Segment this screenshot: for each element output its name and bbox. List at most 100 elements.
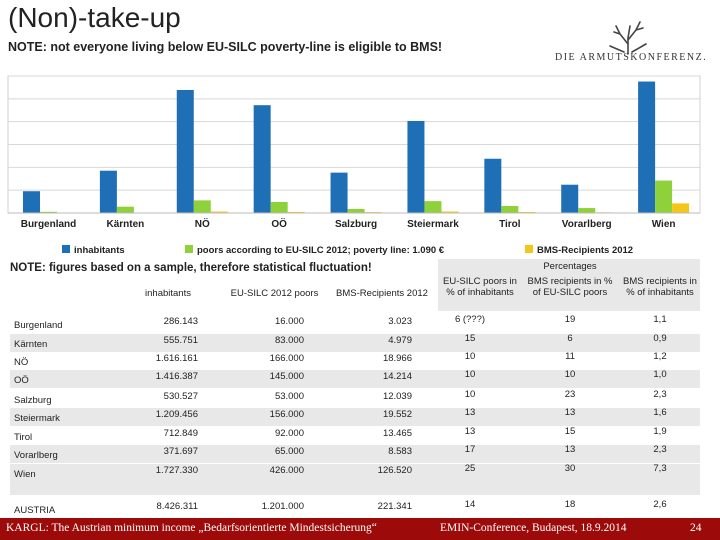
cell-bms-recipients: 8.583 bbox=[388, 446, 412, 457]
bar-bms-recipients-tirol bbox=[518, 211, 536, 213]
bar-poors-kärnten bbox=[116, 206, 134, 213]
cell-bms-recipients: 19.552 bbox=[382, 409, 412, 420]
legend-swatch bbox=[525, 245, 533, 253]
logo-text: DIE ARMUTSKONFERENZ. bbox=[555, 52, 708, 63]
column-header: BMS recipients in % of EU-SILC poors bbox=[527, 276, 613, 298]
cell-pct-poors: 13 bbox=[464, 426, 476, 437]
logo-tree-icon bbox=[609, 21, 647, 55]
column-header: BMS recipients in % of inhabitants bbox=[623, 276, 697, 298]
row-label: Vorarlberg bbox=[14, 450, 58, 461]
cell-pct-poors: 15 bbox=[464, 333, 476, 344]
cell-pct-bms-of-poors: 23 bbox=[564, 389, 576, 400]
bar-poors-burgenland bbox=[40, 211, 57, 213]
category-label: NÖ bbox=[195, 217, 210, 230]
cell-pct-bms-of-inhabitants: 1,0 bbox=[653, 369, 667, 380]
cell-inhabitants: 530.527 bbox=[163, 391, 198, 402]
cell-inhabitants: 1.209.456 bbox=[155, 409, 198, 420]
category-label: Tirol bbox=[499, 219, 521, 230]
bar-inhabitants-kärnten bbox=[99, 170, 117, 213]
cell-eusilc-poors: 426.000 bbox=[269, 465, 304, 476]
category-label: Kärnten bbox=[106, 219, 144, 230]
slide-title: (Non)-take-up bbox=[8, 2, 181, 33]
cell-inhabitants: 1.616.161 bbox=[155, 353, 198, 364]
eligibility-note: NOTE: not everyone living below EU-SILC … bbox=[8, 40, 443, 54]
column-header: inhabitants bbox=[145, 288, 191, 299]
cell-pct-bms-of-inhabitants: 7,3 bbox=[653, 463, 667, 474]
cell-pct-bms-of-inhabitants: 1,6 bbox=[653, 407, 667, 418]
cell-pct-bms-of-inhabitants: 1,9 bbox=[653, 426, 667, 437]
category-label: Salzburg bbox=[335, 219, 377, 230]
cell-pct-bms-of-poors: 30 bbox=[564, 463, 576, 474]
cell-eusilc-poors: 53.000 bbox=[274, 391, 304, 402]
cell-pct-poors: 13 bbox=[464, 407, 476, 418]
row-shading bbox=[10, 408, 700, 426]
cell-pct-bms-of-poors: 18 bbox=[564, 499, 576, 510]
bar-bms-recipients-wien bbox=[672, 203, 690, 213]
cell-pct-bms-of-poors: 13 bbox=[564, 407, 576, 418]
bar-inhabitants-oö bbox=[253, 105, 271, 213]
row-label: Steiermark bbox=[14, 413, 60, 424]
row-label: NÖ bbox=[14, 357, 29, 368]
cell-pct-poors: 14 bbox=[464, 499, 476, 510]
bar-inhabitants-wien bbox=[638, 81, 656, 213]
bar-poors-tirol bbox=[501, 205, 519, 213]
cell-pct-bms-of-inhabitants: 1,1 bbox=[653, 314, 667, 325]
cell-inhabitants: 371.697 bbox=[163, 446, 198, 457]
row-shading bbox=[10, 464, 700, 482]
bar-chart: Burgenland Kärnten NÖ OÖ Salzburg Steiermark T… bbox=[7, 75, 701, 256]
category-label: OÖ bbox=[271, 217, 287, 230]
cell-bms-recipients: 13.465 bbox=[382, 428, 412, 439]
cell-pct-poors: 10 bbox=[464, 369, 476, 380]
column-header: EU-SILC poors in % of inhabitants bbox=[443, 276, 517, 298]
cell-pct-poors: 17 bbox=[464, 444, 476, 455]
cell-eusilc-poors: 65.000 bbox=[274, 446, 304, 457]
percentages-label: Percentages bbox=[543, 261, 597, 272]
row-label: Tirol bbox=[14, 432, 33, 443]
bar-poors-wien bbox=[655, 180, 673, 213]
cell-inhabitants: 1.727.330 bbox=[155, 465, 198, 476]
cell-bms-recipients: 126.520 bbox=[377, 465, 412, 476]
cell-eusilc-poors: 145.000 bbox=[269, 371, 304, 382]
cell-pct-bms-of-inhabitants: 2,3 bbox=[653, 389, 667, 400]
cell-pct-poors: 10 bbox=[464, 389, 476, 400]
bar-bms-recipients-steiermark bbox=[441, 211, 459, 213]
page-number: 24 bbox=[690, 522, 702, 534]
category-label: Burgenland bbox=[21, 219, 77, 230]
column-header: BMS-Recipients 2012 bbox=[336, 288, 428, 299]
bar-bms-recipients-oö bbox=[287, 211, 305, 213]
bar-inhabitants-nö bbox=[176, 89, 194, 213]
legend-entry: BMS-Recipients 2012 bbox=[537, 245, 633, 256]
legend-entry: poors according to EU-SILC 2012; poverty… bbox=[197, 245, 445, 256]
bar-poors-nö bbox=[193, 200, 211, 213]
cell-bms-recipients: 4.979 bbox=[388, 335, 412, 346]
cell-eusilc-poors: 92.000 bbox=[274, 428, 304, 439]
row-shading bbox=[10, 370, 700, 388]
bar-poors-steiermark bbox=[424, 201, 442, 213]
cell-inhabitants: 1.416.387 bbox=[155, 371, 198, 382]
row-label: Kärnten bbox=[14, 339, 48, 350]
cell-eusilc-poors: 156.000 bbox=[269, 409, 304, 420]
cell-pct-poors: 6 (???) bbox=[454, 314, 486, 325]
footer-left-text: KARGL: The Austrian minimum income „Beda… bbox=[6, 522, 377, 534]
bar-bms-recipients-nö bbox=[210, 211, 228, 213]
cell-pct-bms-of-poors: 10 bbox=[564, 369, 576, 380]
cell-bms-recipients: 14.214 bbox=[382, 371, 412, 382]
percentages-header-bg bbox=[438, 259, 700, 311]
cell-bms-recipients: 221.341 bbox=[377, 501, 412, 512]
cell-pct-bms-of-poors: 11 bbox=[565, 351, 575, 362]
row-shading bbox=[10, 481, 700, 495]
bar-inhabitants-tirol bbox=[484, 158, 502, 213]
cell-pct-bms-of-inhabitants: 2,3 bbox=[653, 444, 667, 455]
bar-poors-vorarlberg bbox=[578, 208, 596, 213]
cell-bms-recipients: 18.966 bbox=[382, 353, 412, 364]
bar-poors-salzburg bbox=[347, 208, 365, 213]
cell-eusilc-poors: 83.000 bbox=[274, 335, 304, 346]
row-label: Burgenland bbox=[14, 320, 63, 331]
legend-swatch bbox=[62, 245, 70, 253]
cell-eusilc-poors: 1.201.000 bbox=[261, 501, 304, 512]
bar-inhabitants-burgenland bbox=[23, 191, 40, 213]
row-shading bbox=[10, 445, 700, 463]
cell-inhabitants: 555.751 bbox=[163, 335, 198, 346]
legend-swatch bbox=[185, 245, 193, 253]
cell-bms-recipients: 12.039 bbox=[382, 391, 412, 402]
